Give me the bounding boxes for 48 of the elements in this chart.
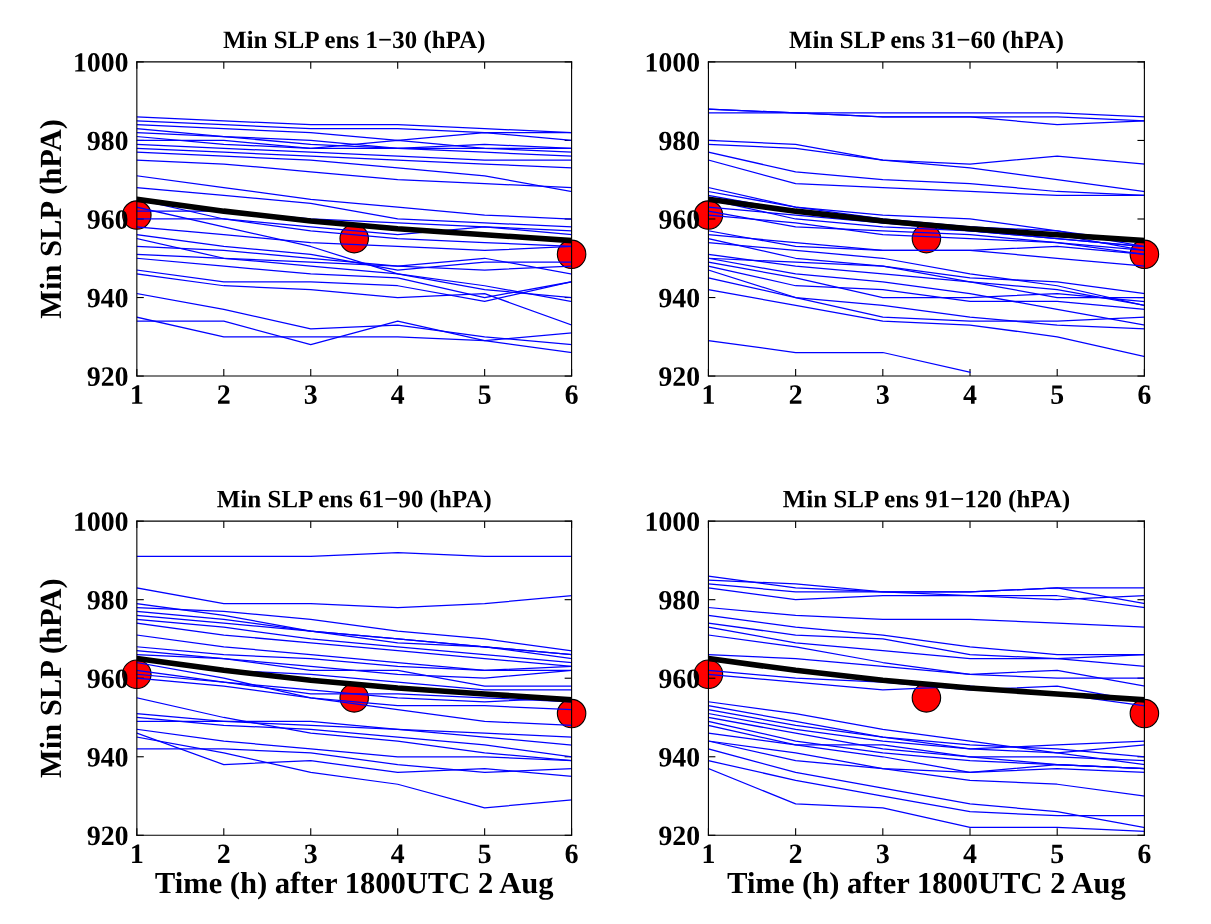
x-tick-label: 4: [963, 844, 977, 863]
x-tick-label: 2: [789, 844, 802, 863]
x-tick-label: 3: [304, 844, 317, 864]
y-tick-label: 940: [659, 747, 700, 767]
y-tick-label: 920: [659, 826, 700, 846]
x-axis-title: Time (h) after 1800UTC 2 Aug: [727, 871, 1126, 900]
x-tick-label: 1: [703, 385, 714, 404]
y-tick-label: 1000: [646, 512, 700, 532]
y-axis-title: Min SLP (hPA): [39, 579, 68, 778]
y-tick-label: 980: [659, 590, 700, 610]
x-tick-label: 6: [1138, 844, 1151, 864]
x-tick-label: 5: [1051, 385, 1064, 404]
x-tick-label: 2: [789, 385, 802, 404]
chart-title: Min SLP ens 31−60 (hPA): [789, 30, 1063, 54]
y-tick-label: 980: [87, 590, 128, 610]
x-tick-label: 2: [218, 844, 230, 863]
x-tick-label: 5: [478, 385, 491, 404]
y-tick-label: 920: [659, 367, 700, 386]
x-tick-label: 3: [876, 385, 889, 404]
y-tick-label: 940: [87, 288, 128, 308]
y-axis-title: Min SLP (hPA): [39, 120, 68, 319]
y-tick-label: 940: [87, 747, 128, 767]
chart-title: Min SLP ens 1−30 (hPA): [223, 30, 485, 54]
x-tick-label: 5: [478, 844, 491, 864]
x-tick-label: 5: [1051, 844, 1064, 864]
x-axis-title: Time (h) after 1800UTC 2 Aug: [155, 871, 554, 900]
y-tick-label: 940: [659, 288, 700, 308]
y-tick-label: 920: [87, 826, 128, 846]
y-tick-label: 980: [87, 131, 128, 151]
x-tick-label: 4: [391, 844, 405, 863]
x-tick-label: 4: [391, 385, 405, 404]
y-tick-label: 1000: [646, 53, 700, 72]
y-tick-label: 980: [659, 131, 700, 151]
y-tick-label: 920: [87, 367, 128, 386]
x-tick-label: 1: [132, 385, 143, 404]
x-tick-label: 6: [565, 844, 578, 864]
x-tick-label: 4: [963, 385, 977, 404]
y-tick-label: 1000: [75, 512, 128, 532]
x-tick-label: 2: [218, 385, 230, 404]
y-tick-label: 1000: [75, 53, 128, 72]
x-tick-label: 6: [1138, 385, 1151, 404]
x-tick-label: 3: [304, 385, 317, 404]
chart-title: Min SLP ens 91−120 (hPA): [783, 489, 1070, 513]
x-tick-label: 1: [703, 844, 714, 863]
x-tick-label: 6: [565, 385, 578, 404]
x-tick-label: 1: [132, 844, 143, 863]
chart-title: Min SLP ens 61−90 (hPA): [217, 489, 491, 513]
x-tick-label: 3: [876, 844, 889, 864]
